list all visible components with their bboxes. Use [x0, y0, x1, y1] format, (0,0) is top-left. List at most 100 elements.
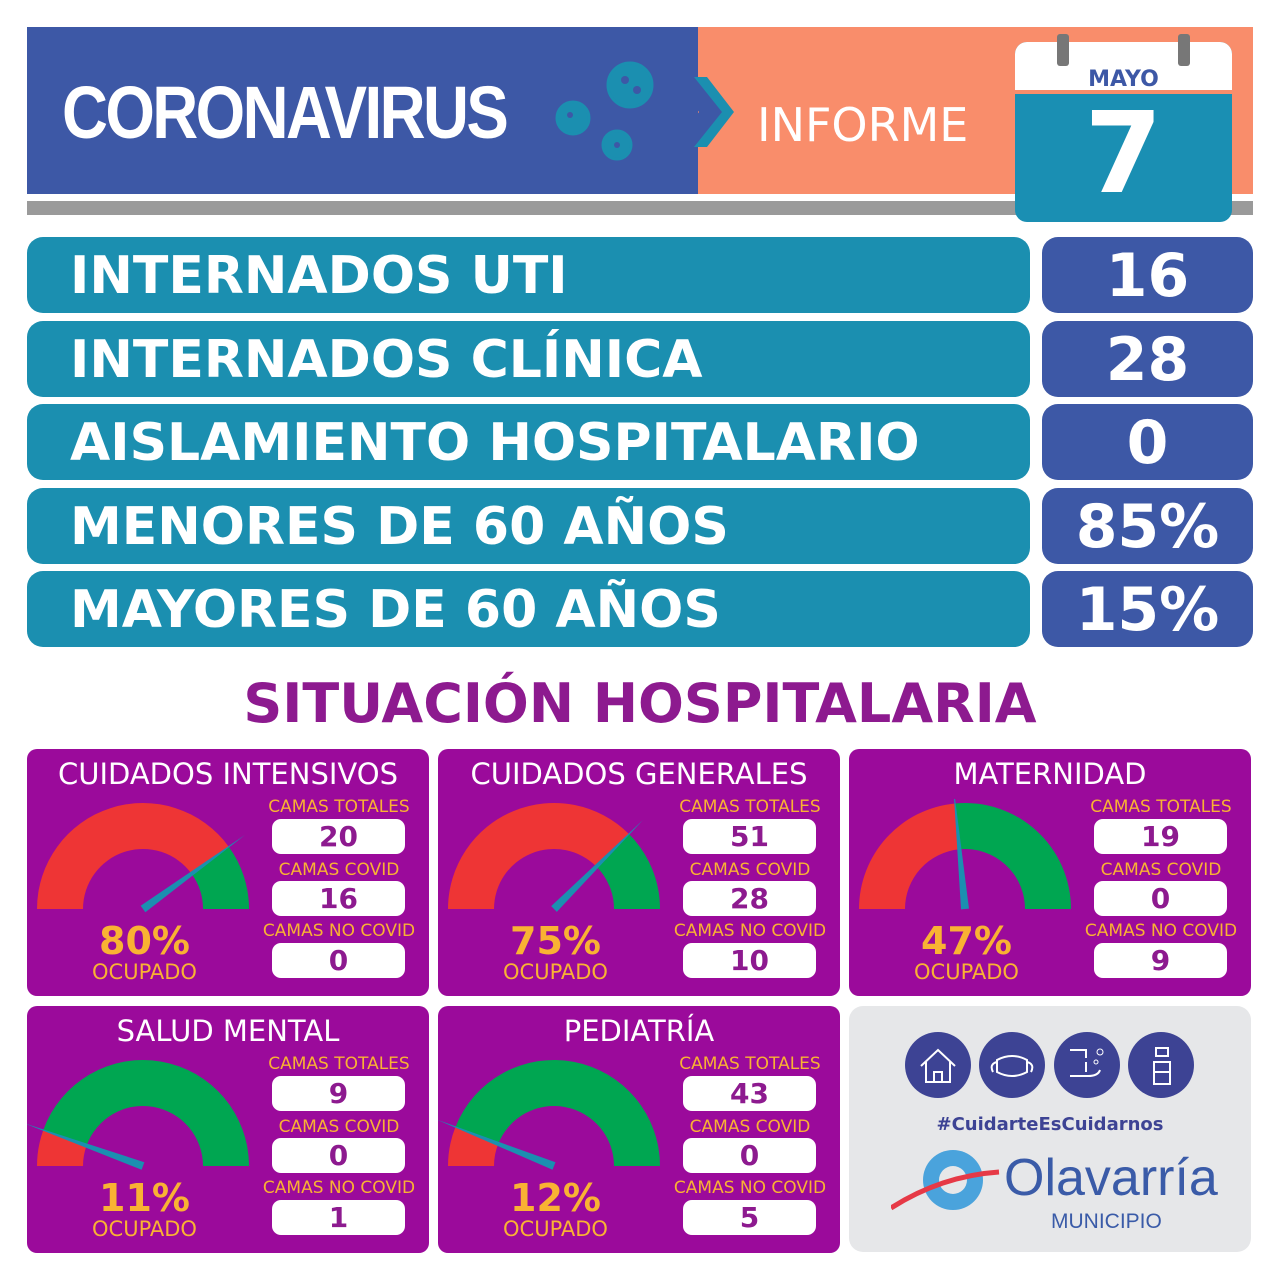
- stat-value: 85%: [1042, 488, 1253, 564]
- occupancy-label: OCUPADO: [503, 960, 608, 984]
- camas-covid-label: CAMAS COVID: [689, 860, 811, 880]
- panel-title: MATERNIDAD: [953, 757, 1147, 791]
- gauge-needle: [551, 819, 644, 912]
- camas-covid-label: CAMAS COVID: [689, 1117, 811, 1137]
- occupancy-gauge: [37, 803, 249, 913]
- calendar-ring: [1178, 34, 1190, 66]
- sanitizer-spray-icon: [1128, 1032, 1194, 1098]
- gauge-free-arc: [43, 1060, 250, 1166]
- hospital-panel: PEDIATRÍA CAMAS TOTALES 43 CAMAS COVID 0…: [438, 1006, 840, 1253]
- gauge-needle: [954, 799, 969, 910]
- footer-logo-box: #CuidarteEsCuidarnos Olavarría MUNICIPIO: [849, 1006, 1251, 1252]
- camas-totales-value: 19: [1094, 819, 1227, 854]
- camas-totales-label: CAMAS TOTALES: [268, 1054, 410, 1074]
- chevron-right-icon: [672, 77, 734, 147]
- occupancy-percent: 80%: [99, 919, 190, 963]
- house-icon: [905, 1032, 971, 1098]
- mask-icon: [979, 1032, 1045, 1098]
- stat-label: MENORES DE 60 AÑOS: [27, 488, 1030, 564]
- olavarria-logo-icon: [891, 1150, 1000, 1211]
- gauge-needle: [438, 1120, 556, 1170]
- camas-totales-value: 9: [272, 1076, 405, 1111]
- hospital-panel: MATERNIDAD CAMAS TOTALES 19 CAMAS COVID …: [849, 749, 1251, 996]
- gauge-free-arc: [191, 846, 249, 909]
- camas-totales-label: CAMAS TOTALES: [679, 797, 821, 817]
- camas-covid-value: 16: [272, 881, 405, 916]
- camas-totales-label: CAMAS TOTALES: [268, 797, 410, 817]
- gauge-occupied-arc: [859, 803, 960, 909]
- occupancy-percent: 12%: [510, 1176, 601, 1220]
- gauge-free-arc: [596, 834, 660, 909]
- occupancy-label: OCUPADO: [92, 1217, 197, 1241]
- camas-no-covid-label: CAMAS NO COVID: [673, 921, 827, 941]
- header-subtitle: INFORME: [757, 98, 969, 152]
- occupancy-label: OCUPADO: [92, 960, 197, 984]
- camas-totales-label: CAMAS TOTALES: [1090, 797, 1232, 817]
- camas-no-covid-label: CAMAS NO COVID: [262, 921, 416, 941]
- camas-totales-value: 51: [683, 819, 816, 854]
- divider: [27, 201, 1253, 215]
- camas-no-covid-value: 5: [683, 1200, 816, 1235]
- camas-no-covid-value: 10: [683, 943, 816, 978]
- camas-covid-value: 0: [272, 1138, 405, 1173]
- camas-covid-value: 0: [1094, 881, 1227, 916]
- virus-icon: [555, 61, 654, 161]
- logo-subtitle: MUNICIPIO: [1051, 1210, 1162, 1233]
- hashtag: #CuidarteEsCuidarnos: [936, 1114, 1164, 1135]
- stat-value: 16: [1042, 237, 1253, 313]
- logo-name: Olavarría: [1004, 1149, 1218, 1207]
- hospital-panel: SALUD MENTAL CAMAS TOTALES 9 CAMAS COVID…: [27, 1006, 429, 1253]
- stat-label: INTERNADOS UTI: [27, 237, 1030, 313]
- hospital-panel: CUIDADOS INTENSIVOS CAMAS TOTALES 20 CAM…: [27, 749, 429, 996]
- stat-value: 0: [1042, 404, 1253, 480]
- stat-label: INTERNADOS CLÍNICA: [27, 321, 1030, 397]
- camas-no-covid-label: CAMAS NO COVID: [262, 1178, 416, 1198]
- stat-value: 15%: [1042, 571, 1253, 647]
- gauge-needle: [140, 834, 245, 913]
- gauge-occupied-arc: [37, 803, 229, 909]
- section-title: SITUACIÓN HOSPITALARIA: [243, 672, 1037, 735]
- occupancy-label: OCUPADO: [914, 960, 1019, 984]
- occupancy-label: OCUPADO: [503, 1217, 608, 1241]
- page-title: CORONAVIRUS: [62, 71, 509, 154]
- occupancy-gauge: [438, 1060, 660, 1170]
- hospital-panel: CUIDADOS GENERALES CAMAS TOTALES 51 CAMA…: [438, 749, 840, 996]
- camas-covid-label: CAMAS COVID: [278, 860, 400, 880]
- camas-covid-value: 28: [683, 881, 816, 916]
- camas-totales-label: CAMAS TOTALES: [679, 1054, 821, 1074]
- occupancy-gauge: [859, 799, 1071, 910]
- gauge-occupied-arc: [448, 803, 629, 909]
- stat-label: MAYORES DE 60 AÑOS: [27, 571, 1030, 647]
- camas-totales-value: 43: [683, 1076, 816, 1111]
- camas-no-covid-value: 1: [272, 1200, 405, 1235]
- camas-no-covid-value: 0: [272, 943, 405, 978]
- occupancy-percent: 11%: [99, 1176, 190, 1220]
- occupancy-gauge: [448, 803, 660, 912]
- occupancy-percent: 47%: [921, 919, 1012, 963]
- panel-title: SALUD MENTAL: [116, 1014, 340, 1048]
- panel-title: CUIDADOS INTENSIVOS: [58, 757, 398, 791]
- camas-totales-value: 20: [272, 819, 405, 854]
- occupancy-gauge: [27, 1060, 250, 1170]
- camas-covid-value: 0: [683, 1138, 816, 1173]
- calendar-day: 7: [1084, 89, 1163, 219]
- occupancy-percent: 75%: [510, 919, 601, 963]
- calendar-ring: [1057, 34, 1069, 66]
- gauge-occupied-arc: [37, 1130, 87, 1166]
- stat-value: 28: [1042, 321, 1253, 397]
- calendar-date: MAYO 7: [1015, 42, 1232, 222]
- panel-title: PEDIATRÍA: [563, 1014, 715, 1048]
- gauge-needle: [27, 1124, 145, 1170]
- stat-label: AISLAMIENTO HOSPITALARIO: [27, 404, 1030, 480]
- camas-no-covid-label: CAMAS NO COVID: [1084, 921, 1238, 941]
- camas-covid-label: CAMAS COVID: [1100, 860, 1222, 880]
- calendar-month: MAYO: [1015, 42, 1232, 94]
- gauge-occupied-arc: [448, 1126, 499, 1166]
- handwash-icon: [1054, 1032, 1120, 1098]
- gauge-free-arc: [455, 1060, 660, 1166]
- camas-covid-label: CAMAS COVID: [278, 1117, 400, 1137]
- panel-title: CUIDADOS GENERALES: [470, 757, 808, 791]
- gauge-free-arc: [955, 803, 1071, 909]
- camas-no-covid-value: 9: [1094, 943, 1227, 978]
- camas-no-covid-label: CAMAS NO COVID: [673, 1178, 827, 1198]
